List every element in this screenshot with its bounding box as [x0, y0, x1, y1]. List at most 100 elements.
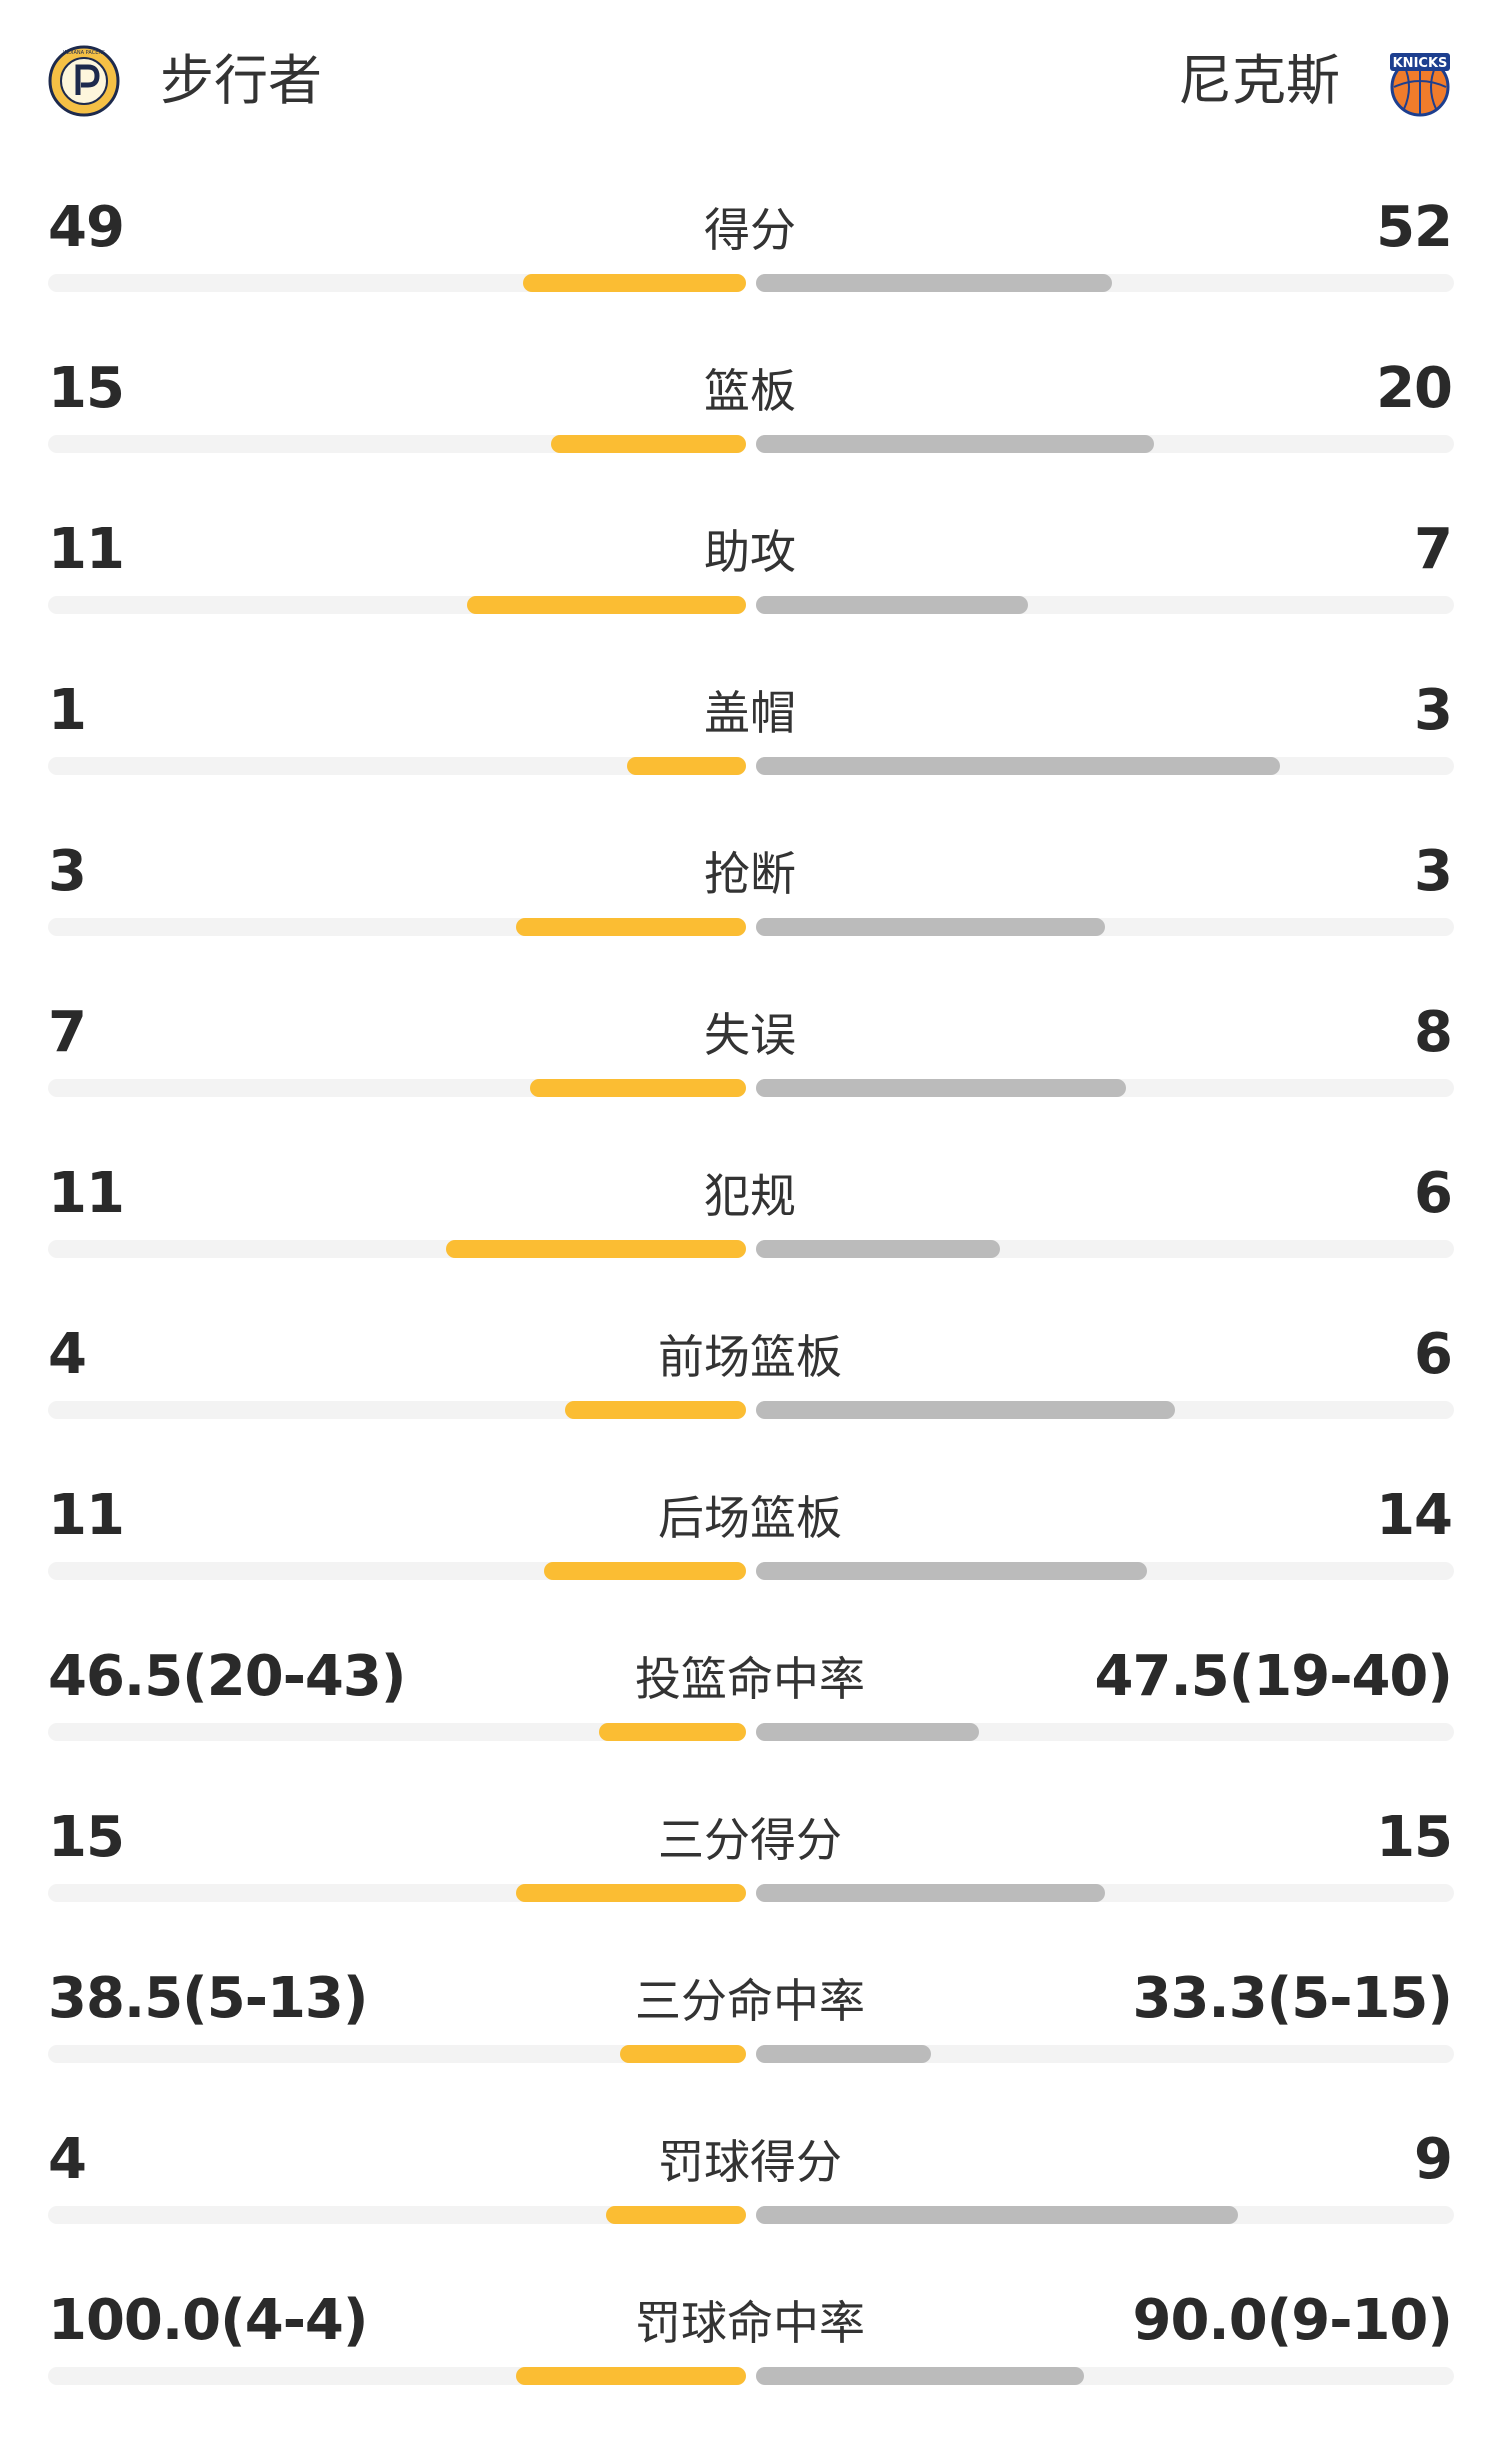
away-team-name: 尼克斯 [1178, 49, 1340, 112]
away-stat-value: 3 [1414, 839, 1453, 904]
away-bar-track [756, 1884, 1454, 1902]
away-bar-fill [756, 1723, 980, 1741]
stat-label: 前场篮板 [658, 1330, 842, 1384]
stat-row: 11 后场篮板 14 [0, 1476, 1500, 1637]
pacers-logo-text: INDIANA PACERS [63, 50, 105, 56]
away-bar-fill [756, 2367, 1085, 2385]
away-stat-value: 15 [1376, 1805, 1453, 1870]
stat-label: 罚球得分 [658, 2135, 842, 2189]
home-stat-value: 4 [48, 1322, 87, 1387]
home-bar-track [48, 918, 746, 936]
away-bar-track [756, 918, 1454, 936]
stat-row: 3 抢断 3 [0, 832, 1500, 993]
stat-row: 11 犯规 6 [0, 1154, 1500, 1315]
stat-row: 15 篮板 20 [0, 349, 1500, 510]
away-bar-fill [756, 1884, 1105, 1902]
home-stat-value: 38.5(5-13) [48, 1966, 368, 2031]
away-bar-track [756, 757, 1454, 775]
stat-row: 46.5(20-43) 投篮命中率 47.5(19-40) [0, 1637, 1500, 1798]
home-bar-fill [522, 274, 746, 292]
home-bar-fill [606, 2206, 746, 2224]
stats-list: 49 得分 52 15 篮板 20 11 助攻 7 1 盖帽 3 3 抢断 3 7 失误 8 11 犯规 6 4 前场篮板 6… [0, 188, 1500, 2442]
away-bar-track [756, 1079, 1454, 1097]
home-bar-track [48, 757, 746, 775]
stat-label: 失误 [704, 1008, 796, 1062]
stat-label: 得分 [704, 203, 796, 257]
stat-label: 罚球命中率 [635, 2296, 865, 2350]
home-team-name: 步行者 [160, 49, 322, 112]
home-stat-value: 49 [48, 195, 125, 260]
away-bar-fill [756, 757, 1280, 775]
stat-label: 篮板 [704, 364, 796, 418]
away-bar-track [756, 1562, 1454, 1580]
home-bar-track [48, 2367, 746, 2385]
stat-row: 100.0(4-4) 罚球命中率 90.0(9-10) [0, 2281, 1500, 2442]
teams-header: INDIANA PACERS 步行者 尼克斯 KNICKS [0, 0, 1500, 160]
stat-row: 11 助攻 7 [0, 510, 1500, 671]
home-bar-track [48, 1240, 746, 1258]
away-bar-fill [756, 1240, 1001, 1258]
home-bar-fill [627, 757, 746, 775]
away-stat-value: 7 [1414, 517, 1453, 582]
home-bar-fill [543, 1562, 746, 1580]
home-stat-value: 15 [48, 1805, 125, 1870]
stat-label: 盖帽 [704, 686, 796, 740]
home-bar-track [48, 435, 746, 453]
home-stat-value: 15 [48, 356, 125, 421]
stat-label: 后场篮板 [658, 1491, 842, 1545]
away-bar-fill [756, 1401, 1175, 1419]
away-bar-fill [756, 274, 1112, 292]
home-stat-value: 3 [48, 839, 87, 904]
away-bar-fill [756, 596, 1029, 614]
home-stat-value: 4 [48, 2127, 87, 2192]
away-stat-value: 47.5(19-40) [1094, 1644, 1453, 1709]
away-bar-track [756, 2045, 1454, 2063]
away-stat-value: 6 [1414, 1322, 1453, 1387]
stat-row: 15 三分得分 15 [0, 1798, 1500, 1959]
home-bar-fill [599, 1723, 746, 1741]
stat-label: 助攻 [704, 525, 796, 579]
home-bar-fill [466, 596, 746, 614]
pacers-logo-icon: INDIANA PACERS [48, 45, 120, 117]
home-bar-fill [515, 1884, 746, 1902]
home-bar-fill [564, 1401, 746, 1419]
stat-row: 4 前场篮板 6 [0, 1315, 1500, 1476]
stat-label: 三分命中率 [635, 1974, 865, 2028]
away-stat-value: 14 [1376, 1483, 1453, 1548]
away-bar-track [756, 1401, 1454, 1419]
away-bar-track [756, 596, 1454, 614]
home-stat-value: 46.5(20-43) [48, 1644, 406, 1709]
stat-label: 犯规 [704, 1169, 796, 1223]
home-bar-track [48, 1723, 746, 1741]
home-bar-track [48, 1401, 746, 1419]
away-bar-track [756, 274, 1454, 292]
away-stat-value: 33.3(5-15) [1132, 1966, 1453, 2031]
away-bar-track [756, 1240, 1454, 1258]
away-stat-value: 3 [1414, 678, 1453, 743]
away-stat-value: 90.0(9-10) [1132, 2288, 1453, 2353]
knicks-logo-icon: KNICKS [1390, 53, 1450, 117]
home-stat-value: 1 [48, 678, 87, 743]
home-stat-value: 7 [48, 1000, 87, 1065]
home-bar-track [48, 1079, 746, 1097]
away-bar-fill [756, 2206, 1238, 2224]
away-bar-track [756, 435, 1454, 453]
stat-label: 抢断 [704, 847, 796, 901]
away-stat-value: 20 [1376, 356, 1453, 421]
stat-row: 49 得分 52 [0, 188, 1500, 349]
away-bar-fill [756, 1079, 1126, 1097]
home-bar-track [48, 1562, 746, 1580]
stat-row: 4 罚球得分 9 [0, 2120, 1500, 2281]
home-bar-track [48, 596, 746, 614]
home-stat-value: 11 [48, 517, 125, 582]
away-bar-fill [756, 918, 1105, 936]
away-bar-track [756, 2367, 1454, 2385]
home-bar-track [48, 1884, 746, 1902]
away-stat-value: 9 [1414, 2127, 1453, 2192]
stat-row: 1 盖帽 3 [0, 671, 1500, 832]
home-bar-fill [550, 435, 746, 453]
home-bar-fill [529, 1079, 746, 1097]
home-bar-track [48, 2206, 746, 2224]
knicks-logo-text: KNICKS [1393, 56, 1448, 71]
